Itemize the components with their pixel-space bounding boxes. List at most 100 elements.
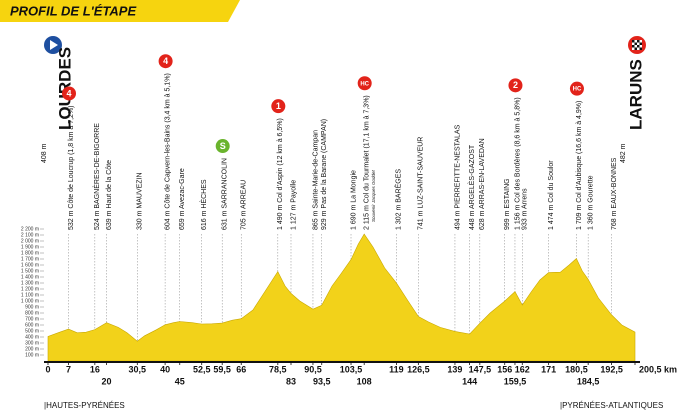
climb-icon — [271, 99, 286, 114]
climb-category: 2 — [513, 80, 518, 90]
header-bar — [0, 0, 240, 22]
x-tick-label: 7 — [66, 364, 71, 374]
x-tick-label: 93,5 — [313, 376, 331, 386]
title: PROFIL DE L'ÉTAPE — [10, 3, 136, 18]
waypoint-label: 616 m HÈCHES — [199, 179, 208, 230]
note: Souvenir Jacques Goddet — [371, 169, 376, 222]
waypoint-label: 741 m LUZ-SAINT-SAUVEUR — [418, 137, 425, 230]
region-left: |HAUTES-PYRÉNÉES — [44, 401, 125, 410]
x-tick-label: 156 — [497, 364, 512, 374]
waypoint-label: 933 m Arrens — [522, 188, 529, 230]
x-tick-label: 59,5 — [213, 364, 231, 374]
y-tick-label: 1 700 m — [21, 256, 39, 262]
y-tick-label: 200 m — [25, 346, 39, 352]
x-tick-label: 119 — [389, 364, 404, 374]
climb-icon — [357, 76, 372, 91]
finish-flag — [632, 40, 642, 50]
waypoint-label: 631 m SARRANCOLIN — [222, 158, 229, 230]
waypoint-label: 1 127 m Payolle — [290, 180, 297, 230]
waypoint-label: 628 m ARRAS-EN-LAVEDAN — [479, 138, 486, 230]
x-tick-label: 162 — [515, 364, 530, 374]
x-tick-label: 52,5 — [193, 364, 211, 374]
waypoint-label: 929 m Pas de la Barane (CAMPAN) — [321, 119, 328, 230]
finish-name: LARUNS — [626, 59, 645, 130]
climb-icon — [158, 54, 173, 69]
x-tick-label: 180,5 — [565, 364, 588, 374]
y-tick-label: 2 100 m — [21, 232, 39, 238]
x-tick-label: 40 — [160, 364, 170, 374]
y-tick-label: 1 600 m — [21, 262, 39, 268]
climb-icon — [569, 81, 584, 96]
climb-category: S — [220, 141, 226, 151]
region-right: |PYRÉNÉES-ATLANTIQUES — [560, 401, 663, 410]
y-tick-label: 900 m — [25, 304, 39, 310]
x-tick-label: 90,5 — [304, 364, 322, 374]
waypoint-label: 768 m EAUX-BONNES — [611, 157, 618, 230]
x-tick-label: 184,5 — [577, 376, 600, 386]
waypoint-label: 494 m PIERREFITTE-NESTALAS — [454, 124, 461, 230]
x-tick-label: 0 — [45, 364, 50, 374]
y-tick-label: 300 m — [25, 340, 39, 346]
finish-flag-check — [632, 40, 642, 50]
y-tick-label: 1 100 m — [21, 292, 39, 298]
finish-altitude: 482 m — [620, 143, 627, 163]
y-tick-label: 1 500 m — [21, 268, 39, 274]
x-tick-label: 200,5 km — [639, 364, 677, 374]
x-tick-label: 139 — [447, 364, 462, 374]
waypoint-label: 1 360 m Gourette — [588, 175, 595, 230]
waypoint-label: 705 m ARREAU — [241, 180, 248, 230]
y-tick-label: 800 m — [25, 310, 39, 316]
y-tick-label: 1 300 m — [21, 280, 39, 286]
waypoint-label: 999 m ESTAING — [504, 178, 511, 230]
y-tick-label: 1 800 m — [21, 250, 39, 256]
climb-icon — [215, 139, 230, 154]
waypoint-label: 1 490 m Col d'Aspin (12 km à 6,5%) — [277, 118, 284, 230]
waypoint-label: 448 m ARGELÈS-GAZOST — [467, 144, 476, 230]
climb-icon — [61, 86, 76, 101]
start-altitude: 408 m — [41, 143, 48, 163]
climb-category: HC — [573, 87, 582, 93]
x-tick-label: 147,5 — [469, 364, 492, 374]
x-tick-label: 103,5 — [340, 364, 363, 374]
waypoint-label: 1 474 m Col du Soulor — [548, 160, 555, 230]
climb-category: 4 — [66, 88, 71, 98]
y-tick-label: 400 m — [25, 334, 39, 340]
x-tick-label: 16 — [90, 364, 100, 374]
x-tick-label: 20 — [102, 376, 112, 386]
waypoint-label: 1 709 m Col d'Aubisque (16,6 km à 4,9%) — [576, 101, 583, 230]
y-tick-label: 2 200 m — [21, 226, 39, 232]
climb-category: HC — [360, 81, 369, 87]
waypoint-label: 865 m Sainte-Marie-de-Campan — [312, 130, 319, 230]
profile-area — [47, 233, 636, 362]
y-tick-label: 500 m — [25, 328, 39, 334]
waypoint-label: 639 m Haut de la Côte — [106, 160, 113, 230]
waypoint-label: 532 m Côte de Loucrup (1,8 km à 7,2%) — [68, 105, 75, 230]
x-tick-label: 66 — [236, 364, 246, 374]
x-tick-label: 30,5 — [129, 364, 147, 374]
waypoint-label: 1 302 m BARÈGES — [394, 169, 403, 230]
x-tick-label: 126,5 — [407, 364, 430, 374]
waypoint-label: 524 m BAGNÈRES-DE-BIGORRE — [92, 123, 101, 230]
x-tick-label: 83 — [286, 376, 296, 386]
y-tick-label: 1 900 m — [21, 244, 39, 250]
climb-category: 1 — [276, 101, 281, 111]
climb-category: 4 — [163, 56, 168, 66]
waypoint-label: 330 m MAUVEZIN — [137, 172, 144, 230]
x-tick-label: 45 — [175, 376, 185, 386]
waypoint-label: 1 690 m La Mongie — [350, 170, 357, 230]
x-tick-label: 144 — [462, 376, 477, 386]
start-icon-arrow — [50, 40, 58, 50]
x-tick-label: 108 — [357, 376, 372, 386]
x-tick-label: 171 — [541, 364, 556, 374]
y-tick-label: 2 000 m — [21, 238, 39, 244]
y-tick-label: 600 m — [25, 322, 39, 328]
y-tick-label: 100 m — [25, 352, 39, 358]
y-tick-label: 700 m — [25, 316, 39, 322]
x-tick-label: 159,5 — [504, 376, 527, 386]
y-tick-label: 1 400 m — [21, 274, 39, 280]
waypoint-label: 1 156 m Col des Bordères (8,6 km à 5,8%) — [514, 97, 521, 230]
y-tick-label: 1 200 m — [21, 286, 39, 292]
waypoint-label: 659 m Avezac-Gare — [179, 168, 186, 230]
x-tick-label: 192,5 — [600, 364, 623, 374]
